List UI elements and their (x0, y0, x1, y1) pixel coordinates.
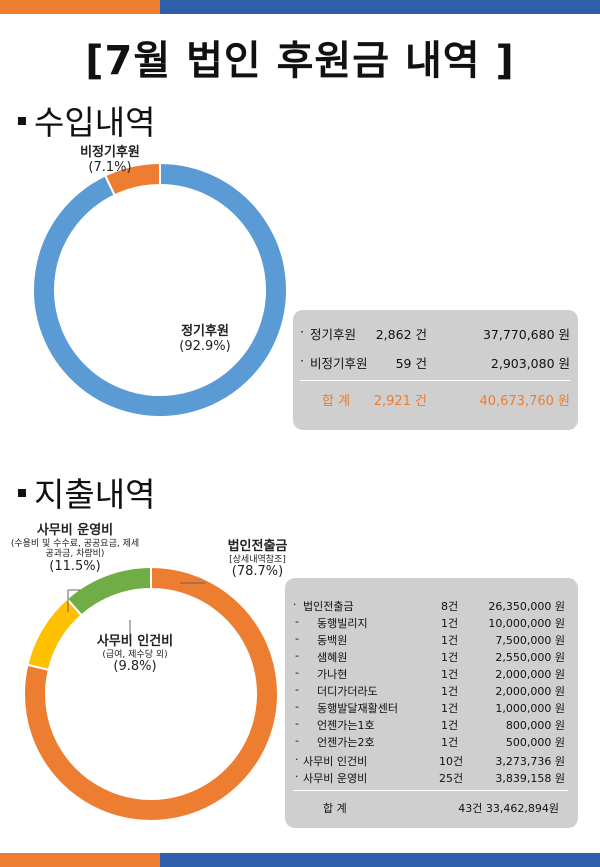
expense-detail-row: - 언젠가는2호 1건 500,000 원 (295, 734, 565, 749)
slice-percent: (9.8%) (113, 659, 157, 675)
expense-detail-row: - 더디가더라도 1건 2,000,000 원 (295, 683, 565, 698)
expense-heading-text: 지출내역 (34, 475, 156, 514)
slice-name: 법인전출금 (227, 539, 288, 554)
slice-percent: (11.5%) (49, 558, 101, 574)
expense-label-operating: 사무비 운영비 (수용비 및 수수료, 공공요금, 제세공과금, 차량비) (1… (0, 523, 150, 575)
divider (300, 380, 570, 381)
expense-heading: 지출내역 (18, 468, 155, 516)
income-donut-chart (32, 161, 288, 418)
income-summary-box: · 정기후원 2,862 건 37,770,680 원 · 비정기후원 59 건… (293, 310, 578, 430)
top-color-bar (0, 0, 600, 14)
slice-name: 사무비 운영비 (36, 523, 114, 538)
slice-sub: [상세내역참조] (229, 554, 286, 565)
expense-total-row: 합 계 43건 33,462,894원 (323, 802, 559, 815)
expense-detail-row: - 동행발달재활센터 1건 1,000,000 원 (295, 700, 565, 715)
expense-detail-row: - 가나현 1건 2,000,000 원 (295, 666, 565, 681)
income-row: · 비정기후원 59 건 2,903,080 원 (300, 353, 570, 371)
expense-label-transfer: 법인전출금 [상세내역참조] (78.7%) (200, 539, 315, 580)
income-label-regular: 정기후원 (92.9%) (150, 324, 260, 355)
expense-detail-row: - 동백원 1건 7,500,000 원 (295, 632, 565, 647)
expense-detail-row: - 동행빌리지 1건 10,000,000 원 (295, 615, 565, 630)
slice-sub: (수용비 및 수수료, 공공요금, 제세공과금, 차량비) (10, 538, 140, 560)
donut-slice-법인전출금 (23, 565, 279, 822)
expense-summary-box: · 법인전출금 8건 26,350,000 원 - 동행빌리지 1건 10,000,0… (285, 578, 578, 828)
bottom-color-bar (0, 853, 600, 867)
bullet-square-icon (18, 116, 26, 125)
slice-name: 정기후원 (181, 324, 229, 339)
income-heading-text: 수입내역 (34, 103, 156, 142)
expense-detail-row: - 언젠가는1호 1건 800,000 원 (295, 717, 565, 732)
donut-slice-비정기후원 (103, 161, 161, 197)
expense-detail-row: - 샘혜원 1건 2,550,000 원 (295, 649, 565, 664)
slice-percent: (7.1%) (88, 159, 132, 175)
expense-main-row: · 법인전출금 8건 26,350,000 원 (293, 598, 565, 613)
donut-slice-사무비-운영비 (65, 565, 152, 617)
slice-percent: (78.7%) (231, 564, 284, 580)
donut-slice-사무비-인건비 (26, 597, 83, 672)
expense-donut-chart (23, 565, 279, 822)
donut-slice-정기후원 (32, 161, 288, 418)
slice-sub: (급여, 제수당 외) (102, 649, 168, 660)
income-heading: 수입내역 (18, 96, 155, 144)
income-label-irregular: 비정기후원 (7.1%) (55, 145, 165, 176)
expense-other-row: · 사무비 인건비 10건 3,273,736 원 (295, 753, 565, 768)
slice-name: 사무비 인건비 (96, 634, 174, 649)
divider (293, 790, 568, 791)
slice-name: 비정기후원 (80, 145, 140, 160)
income-total-row: 합 계 2,921 건 40,673,760 원 (322, 394, 570, 409)
slice-percent: (92.9%) (179, 338, 231, 354)
page-title: [7월 법인 후원금 내역 ] (85, 38, 515, 84)
income-row: · 정기후원 2,862 건 37,770,680 원 (300, 324, 570, 342)
expense-other-row: · 사무비 운영비 25건 3,839,158 원 (295, 770, 565, 785)
expense-label-personnel: 사무비 인건비 (급여, 제수당 외) (9.8%) (80, 634, 190, 675)
bullet-square-icon (18, 488, 26, 497)
